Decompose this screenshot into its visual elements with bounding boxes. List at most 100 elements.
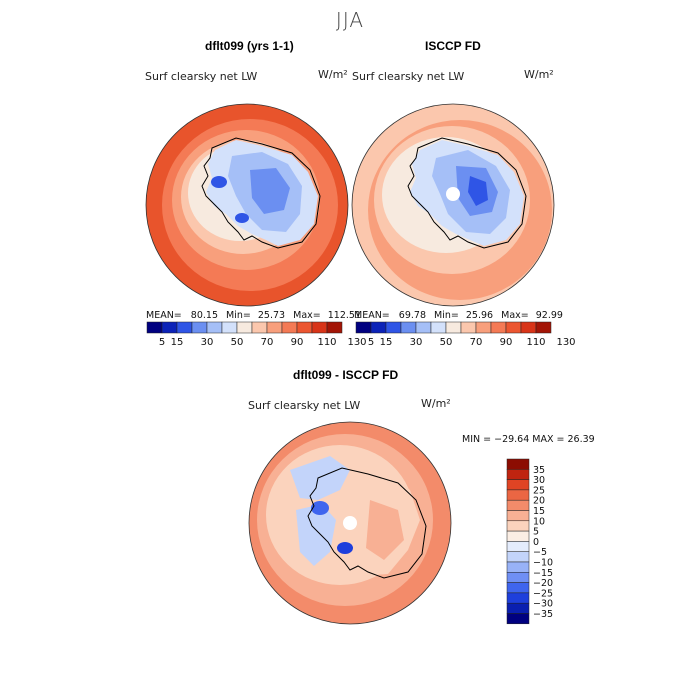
obs-max-value: 92.99 <box>535 310 563 321</box>
obs-colorbar-tick-label: 110 <box>526 337 545 348</box>
model-colorbar-swatch <box>191 321 208 334</box>
model-stats: MEAN= 80.15 Min= 25.73 Max= 112.51 <box>146 310 361 321</box>
diff-colorbar-swatch <box>506 489 530 501</box>
diff-antarctica-outline <box>307 467 427 579</box>
obs-colorbar-tick-label: 30 <box>410 337 423 348</box>
obs-stats: MEAN= 69.78 Min= 25.96 Max= 92.99 <box>354 310 563 321</box>
model-colorbar-swatch <box>281 321 298 334</box>
obs-max-label: Max= <box>501 310 529 321</box>
obs-polar-map <box>352 104 554 306</box>
obs-min-label: Min= <box>434 310 459 321</box>
diff-colorbar-swatch <box>506 520 530 532</box>
diff-colorbar-swatch <box>506 613 530 625</box>
obs-colorbar-swatch <box>535 321 552 334</box>
obs-pole-hole <box>446 187 460 201</box>
diff-colorbar-swatch <box>506 530 530 542</box>
diff-colorbar-tick-label: −10 <box>533 558 553 569</box>
diff-minmax: MIN = −29.64 MAX = 26.39 <box>462 434 595 445</box>
diff-colorbar-swatch <box>506 479 530 491</box>
model-colorbar-swatch <box>146 321 163 334</box>
diff-neg-region-north <box>290 456 350 500</box>
diff-units-label: W/m² <box>421 397 451 410</box>
model-colorbar-tick-label: 70 <box>261 337 274 348</box>
diff-colorbar-tick-label: 25 <box>533 485 545 496</box>
diff-polar-map <box>249 422 451 624</box>
diff-ross-anomaly <box>311 501 329 515</box>
model-colorbar-tick-label: 5 <box>159 337 165 348</box>
diff-colorbar-tick-label: 0 <box>533 537 539 548</box>
model-colorbar-swatch <box>236 321 253 334</box>
obs-colorbar-tick-label: 5 <box>368 337 374 348</box>
obs-colorbar-tick-label: 15 <box>380 337 393 348</box>
obs-colorbar-tick-label: 70 <box>470 337 483 348</box>
model-min-value: 25.73 <box>257 310 286 321</box>
model-colorbar-swatch <box>176 321 193 334</box>
diff-colorbar-tick-label: 10 <box>533 516 545 527</box>
obs-colorbar-swatch <box>400 321 417 334</box>
diff-colorbar-swatch <box>506 551 530 563</box>
obs-colorbar-swatch <box>520 321 537 334</box>
model-colorbar-tick-label: 110 <box>317 337 336 348</box>
diff-colorbar-swatch <box>506 541 530 552</box>
obs-variable-label: Surf clearsky net LW <box>352 70 465 83</box>
obs-units-label: W/m² <box>524 68 554 81</box>
obs-mean-value: 69.78 <box>398 310 426 321</box>
model-colorbar-swatch <box>266 321 283 334</box>
model-weddell-anomaly <box>235 213 249 223</box>
model-colorbar-swatch <box>296 321 313 334</box>
diff-neg-region-west <box>296 504 336 566</box>
diff-variable-label: Surf clearsky net LW <box>248 399 361 412</box>
diff-colorbar-swatch <box>506 469 530 480</box>
obs-colorbar-swatch <box>505 321 522 334</box>
model-units-label: W/m² <box>318 68 348 81</box>
diff-panel-title: dflt099 - ISCCP FD <box>293 368 399 382</box>
model-ross-anomaly <box>211 176 227 188</box>
obs-colorbar-swatch <box>430 321 447 334</box>
model-colorbar-swatch <box>161 321 178 334</box>
obs-colorbar-swatch <box>370 321 387 334</box>
diff-colorbar-swatch <box>506 499 530 511</box>
obs-colorbar-swatch <box>475 321 492 334</box>
obs-colorbar-swatch <box>445 321 462 334</box>
obs-colorbar-tick-label: 90 <box>500 337 513 348</box>
diff-colorbar-tick-label: 20 <box>533 496 545 507</box>
model-colorbar-swatch <box>251 321 268 334</box>
obs-panel-title: ISCCP FD <box>425 39 481 53</box>
obs-colorbar-swatch <box>415 321 432 334</box>
model-colorbar-tick-label: 15 <box>171 337 184 348</box>
diff-colorbar-tick-label: −30 <box>533 599 553 610</box>
model-panel-title: dflt099 (yrs 1-1) <box>205 39 294 53</box>
model-mean-label: MEAN= <box>146 310 182 321</box>
diff-colorbar-swatch <box>506 602 530 614</box>
model-colorbar-swatch <box>326 321 343 334</box>
model-colorbar-tick-label: 50 <box>231 337 244 348</box>
diff-colorbar-swatch <box>506 458 530 470</box>
diff-colorbar-tick-label: −35 <box>533 609 553 620</box>
diff-colorbar-tick-label: −15 <box>533 568 553 579</box>
model-colorbar-tick-label: 90 <box>291 337 304 348</box>
diff-colorbar-swatch <box>506 510 530 522</box>
model-mean-value: 80.15 <box>190 310 218 321</box>
model-colorbar-tick-label: 130 <box>347 337 366 348</box>
diff-map-border <box>248 421 452 625</box>
diff-colorbar-swatch <box>506 561 530 573</box>
obs-map-border <box>351 103 555 307</box>
model-colorbar: 5 15 30 50 70 90 110 130 <box>146 321 367 348</box>
obs-antarctica-outline <box>407 137 527 249</box>
obs-colorbar-swatch <box>490 321 507 334</box>
diff-continent-warm <box>366 500 404 560</box>
obs-colorbar: 5 15 30 50 70 90 110 130 <box>355 321 576 348</box>
model-antarctica-outline <box>201 137 321 249</box>
diff-weddell-anomaly <box>337 542 353 554</box>
obs-colorbar-tick-label: 50 <box>440 337 453 348</box>
obs-min-value: 25.96 <box>465 310 494 321</box>
diff-colorbar-swatch <box>506 572 530 583</box>
model-colorbar-tick-label: 30 <box>201 337 214 348</box>
model-colorbar-swatch <box>206 321 223 334</box>
obs-colorbar-swatch <box>355 321 372 334</box>
model-map-border <box>145 103 349 307</box>
obs-colorbar-swatch <box>385 321 402 334</box>
diff-colorbar-swatch <box>506 592 530 604</box>
